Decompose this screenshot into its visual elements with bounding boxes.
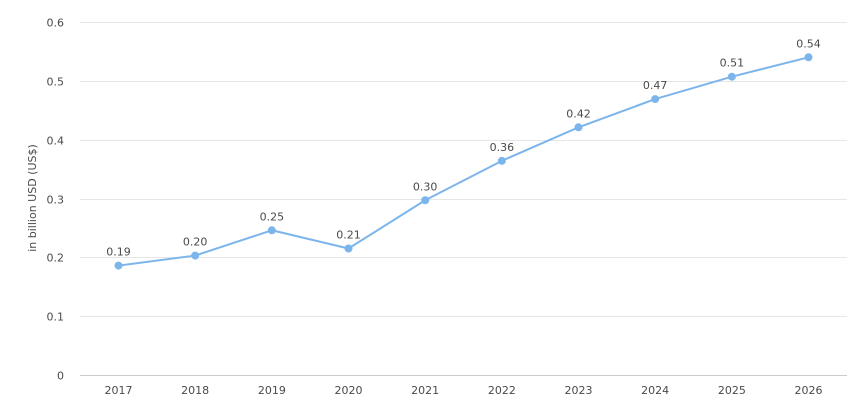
y-axis-ticks: 0 0.1 0.2 0.3 0.4 0.5 0.6 [47, 17, 65, 383]
data-label: 0.21 [336, 229, 361, 242]
data-point[interactable] [804, 53, 813, 62]
data-label: 0.36 [490, 141, 515, 154]
data-point[interactable] [344, 244, 353, 253]
data-point[interactable] [114, 261, 123, 270]
data-point[interactable] [267, 226, 276, 235]
data-point[interactable] [727, 72, 736, 81]
y-tick-label: 0.6 [47, 17, 65, 30]
data-point[interactable] [574, 123, 583, 132]
data-point[interactable] [651, 95, 660, 104]
x-tick-label: 2025 [718, 384, 746, 397]
x-tick-label: 2018 [181, 384, 209, 397]
x-tick-label: 2017 [105, 384, 133, 397]
series [114, 53, 813, 270]
x-tick-label: 2024 [641, 384, 669, 397]
x-tick-label: 2026 [795, 384, 823, 397]
x-axis-ticks: 2017 2018 2019 2020 2021 2022 2023 2024 2025 2026 [105, 384, 823, 397]
x-tick-label: 2022 [488, 384, 516, 397]
y-tick-label: 0.4 [47, 135, 65, 148]
series-line [117, 56, 810, 267]
data-label: 0.47 [643, 79, 668, 92]
data-label: 0.25 [260, 210, 285, 223]
data-point[interactable] [421, 196, 430, 205]
data-label: 0.20 [183, 236, 208, 249]
data-point[interactable] [191, 251, 200, 260]
data-label: 0.42 [566, 107, 591, 120]
data-point[interactable] [497, 156, 506, 165]
data-labels: 0.19 0.20 0.25 0.21 0.30 0.36 0.42 0.47 0.51 0.54 [106, 37, 821, 258]
data-label: 0.19 [106, 246, 131, 259]
data-label: 0.54 [796, 37, 821, 50]
data-label: 0.51 [720, 57, 745, 70]
y-tick-label: 0.2 [47, 252, 65, 265]
x-tick-label: 2023 [565, 384, 593, 397]
y-axis-title: in billion USD (US$) [26, 144, 39, 252]
y-tick-label: 0.5 [47, 76, 65, 89]
x-tick-label: 2020 [335, 384, 363, 397]
y-tick-label: 0.3 [47, 194, 65, 207]
y-tick-label: 0.1 [47, 311, 65, 324]
data-label: 0.30 [413, 180, 438, 193]
x-tick-label: 2021 [411, 384, 439, 397]
grid [80, 22, 847, 376]
y-tick-label: 0 [57, 370, 64, 383]
x-tick-label: 2019 [258, 384, 286, 397]
